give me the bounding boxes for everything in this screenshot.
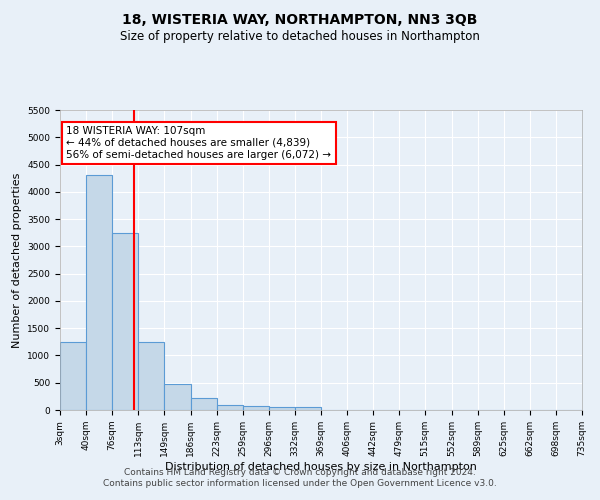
Bar (295, 408, 321, 410)
Text: Size of property relative to detached houses in Northampton: Size of property relative to detached ho… (120, 30, 480, 43)
Bar (112, 232, 139, 410)
Bar (86, 176, 112, 410)
X-axis label: Distribution of detached houses by size in Northampton: Distribution of detached houses by size … (165, 462, 477, 471)
Bar (191, 398, 217, 410)
Y-axis label: Number of detached properties: Number of detached properties (12, 172, 22, 348)
Bar (139, 342, 164, 410)
Bar (164, 384, 191, 410)
Bar (242, 406, 269, 410)
Text: 18, WISTERIA WAY, NORTHAMPTON, NN3 3QB: 18, WISTERIA WAY, NORTHAMPTON, NN3 3QB (122, 12, 478, 26)
Text: 18 WISTERIA WAY: 107sqm
← 44% of detached houses are smaller (4,839)
56% of semi: 18 WISTERIA WAY: 107sqm ← 44% of detache… (67, 126, 331, 160)
Bar (269, 407, 295, 410)
Bar (217, 405, 242, 410)
Bar (60, 342, 86, 410)
Text: Contains HM Land Registry data © Crown copyright and database right 2024.
Contai: Contains HM Land Registry data © Crown c… (103, 468, 497, 487)
